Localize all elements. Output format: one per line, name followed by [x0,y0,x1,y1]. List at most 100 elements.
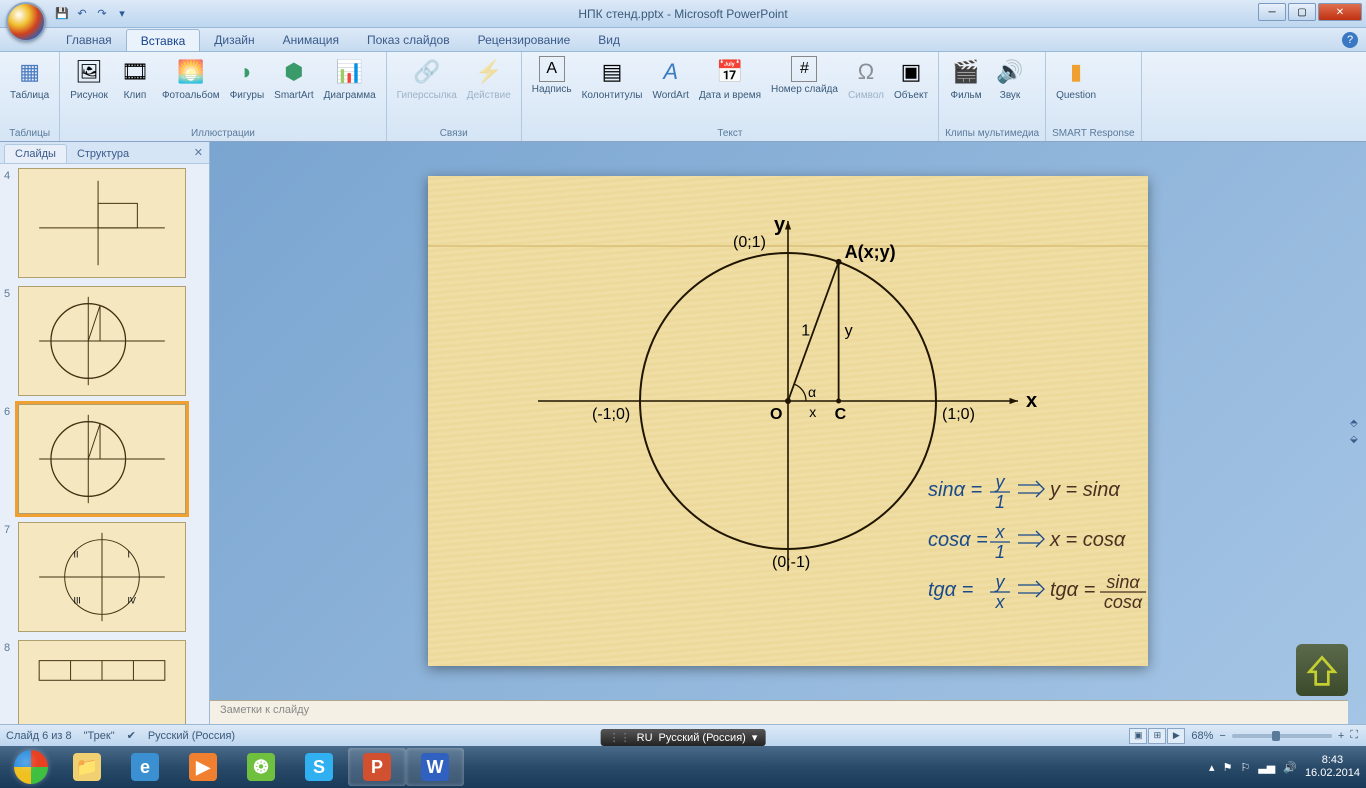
quick-access-toolbar: 💾 ↶ ↷ ▾ [54,6,130,22]
zoom-slider[interactable] [1232,734,1332,738]
таблица-icon: ▦ [14,56,46,88]
tray-flag-icon[interactable]: ⚑ [1223,761,1233,774]
svg-text:cosα =: cosα = [928,529,988,551]
ribbon-label: Звук [1000,90,1021,101]
ribbon-звук-button[interactable]: 🔊Звук [989,54,1031,103]
tray-network-icon[interactable]: ▃▅ [1258,761,1275,774]
spellcheck-icon[interactable]: ✔ [127,729,136,742]
ribbon-диаграмма-button[interactable]: 📊Диаграмма [320,54,380,103]
maximize-button[interactable]: ▢ [1288,3,1316,21]
slide-thumbnail-6[interactable] [18,404,186,514]
qat-redo-icon[interactable]: ↷ [94,6,110,22]
zoom-in-button[interactable]: + [1338,730,1344,742]
slide-thumbnail-7[interactable]: IIIIIIIV [18,522,186,632]
фильм-icon: 🎬 [950,56,982,88]
ribbon-smartart-button[interactable]: ⬢SmartArt [270,54,317,103]
tray-clock[interactable]: 8:43 16.02.2014 [1305,754,1360,780]
ribbon-group-label: Связи [393,127,515,141]
close-button[interactable]: ✕ [1318,3,1362,21]
svg-text:(0;-1): (0;-1) [772,554,810,571]
ribbon-дата и-button[interactable]: 📅Дата и время [695,54,765,103]
start-button[interactable] [4,748,58,786]
ribbon-label: Question [1056,90,1096,101]
notes-input[interactable]: Заметки к слайду [210,700,1348,724]
side-close-icon[interactable]: ✕ [194,146,203,159]
smart-up-icon[interactable] [1296,644,1348,696]
slide-thumbnail-5[interactable] [18,286,186,396]
view-normal-button[interactable]: ▣ [1129,728,1147,744]
smartart-icon: ⬢ [278,56,310,88]
ribbon-label: Действие [467,90,511,101]
qat-menu-icon[interactable]: ▾ [114,6,130,22]
slide-thumbnail-4[interactable] [18,168,186,278]
tab-вид[interactable]: Вид [584,29,634,51]
svg-text:y: y [994,572,1006,592]
tray-up-icon[interactable]: ▴ [1209,761,1215,774]
svg-text:(-1;0): (-1;0) [592,406,630,423]
taskbar-powerpoint-button[interactable]: P [348,748,406,786]
tab-вставка[interactable]: Вставка [126,29,201,51]
thumbnails: 45 6 7IIIIIIIV8 [0,164,209,724]
taskbar-wmp-button[interactable]: ▶ [174,748,232,786]
svg-text:y = sinα: y = sinα [1048,479,1120,501]
help-button[interactable]: ? [1342,32,1358,48]
svg-text:y: y [845,322,853,339]
prev-slide-icon[interactable]: ⬘ [1350,418,1364,432]
ribbon-клип-button[interactable]: 🎞Клип [114,54,156,103]
tab-анимация[interactable]: Анимация [269,29,353,51]
ribbon-номер-button[interactable]: #Номер слайда [767,54,842,97]
svg-text:α: α [808,384,816,400]
office-button[interactable] [6,2,46,42]
taskbar-ie-button[interactable]: e [116,748,174,786]
ribbon-рисунок-button[interactable]: 🖼Рисунок [66,54,112,103]
ribbon-объект-button[interactable]: ▣Объект [890,54,932,103]
side-tab-slides[interactable]: Слайды [4,144,67,163]
status-theme: "Трек" [84,730,115,742]
tray-date: 16.02.2014 [1305,767,1360,780]
taskbar-skype-button[interactable]: S [290,748,348,786]
ribbon-колонтитулы-button[interactable]: ▤Колонтитулы [578,54,647,103]
ribbon-label: Дата и время [699,90,761,101]
qat-undo-icon[interactable]: ↶ [74,6,90,22]
tray-volume-icon[interactable]: 🔊 [1283,761,1297,774]
ribbon-label: Колонтитулы [582,90,643,101]
powerpoint-icon: P [363,753,391,781]
view-sorter-button[interactable]: ⊞ [1148,728,1166,744]
view-show-button[interactable]: ▶ [1167,728,1185,744]
фотоальбом-icon: 🌅 [175,56,207,88]
ribbon-label: Таблица [10,90,49,101]
ribbon-group-label: SMART Response [1052,127,1134,141]
ribbon-фильм-button[interactable]: 🎬Фильм [945,54,987,103]
zoom-out-button[interactable]: − [1219,730,1225,742]
svg-text:y: y [994,472,1006,492]
taskbar-spotify-button[interactable]: ❂ [232,748,290,786]
side-tab-outline[interactable]: Структура [67,145,139,163]
lang-badge[interactable]: ⋮⋮ RU Русский (Россия) ▾ [601,729,766,746]
ribbon-label: Гиперссылка [397,90,457,101]
tab-показ слайдов[interactable]: Показ слайдов [353,29,464,51]
slide-area: y x α (0;1) (0;-1) (1;0) (-1;0) A(x;y) O… [210,142,1366,724]
status-lang[interactable]: Русский (Россия) [148,730,235,742]
ribbon-фотоальбом-button[interactable]: 🌅Фотоальбом [158,54,224,103]
taskbar-explorer-button[interactable]: 📁 [58,748,116,786]
zoom-fit-button[interactable]: ⛶ [1350,729,1358,742]
tab-рецензирование[interactable]: Рецензирование [464,29,585,51]
ribbon-wordart-button[interactable]: AWordArt [648,54,693,103]
slide-thumbnail-8[interactable] [18,640,186,724]
next-slide-icon[interactable]: ⬙ [1350,434,1364,448]
minimize-button[interactable]: ─ [1258,3,1286,21]
ribbon-question-button[interactable]: ▮Question [1052,54,1100,103]
taskbar-word-button[interactable]: W [406,748,464,786]
qat-save-icon[interactable]: 💾 [54,6,70,22]
ribbon-label: Надпись [532,84,572,95]
ribbon-label: Фигуры [230,90,264,101]
tray-action-icon[interactable]: ⚐ [1240,761,1250,774]
ribbon-group-label: Иллюстрации [66,127,379,141]
thumb-number: 5 [4,286,18,396]
tab-главная[interactable]: Главная [52,29,126,51]
slide[interactable]: y x α (0;1) (0;-1) (1;0) (-1;0) A(x;y) O… [428,176,1148,666]
ribbon-надпись-button[interactable]: AНадпись [528,54,576,97]
ribbon-таблица-button[interactable]: ▦ Таблица [6,54,53,103]
ribbon-фигуры-button[interactable]: ◗Фигуры [226,54,268,103]
tab-дизайн[interactable]: Дизайн [200,29,268,51]
